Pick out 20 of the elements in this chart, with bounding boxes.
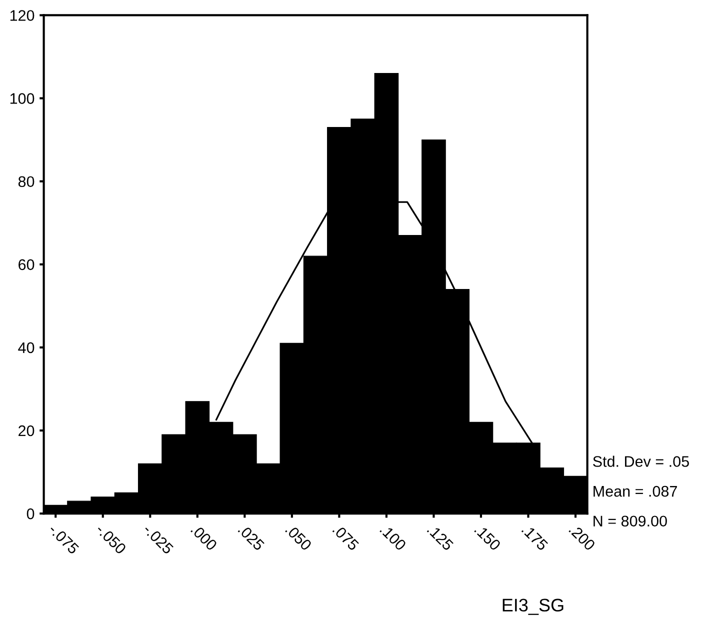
y-tick-label: 20	[18, 425, 34, 436]
y-tick-label: 100	[10, 93, 34, 104]
x-tick-label: .050	[284, 524, 312, 552]
x-tick-label: .200	[568, 524, 596, 552]
x-tick-label: .150	[474, 524, 502, 552]
x-tick-label: .075	[332, 524, 360, 552]
x-tick-label: .100	[380, 524, 407, 552]
x-tick-label: .025	[238, 524, 265, 552]
text: Std. Dev = .05	[593, 456, 689, 467]
y-tick-label: 0	[26, 508, 34, 520]
x-tick-label: .175	[521, 524, 548, 552]
text: Mean = .087	[594, 486, 677, 497]
y-tick-label: 40	[18, 342, 34, 354]
y-tick-label: 60	[18, 259, 34, 270]
y-tick-label: 120	[10, 10, 34, 21]
x-tick-label: .125	[426, 524, 454, 552]
text: N = 809.00	[594, 516, 667, 527]
x-tick-label: .000	[190, 524, 218, 552]
x-axis-title: EI3_SG	[502, 598, 564, 615]
y-tick-label: 80	[18, 176, 34, 188]
